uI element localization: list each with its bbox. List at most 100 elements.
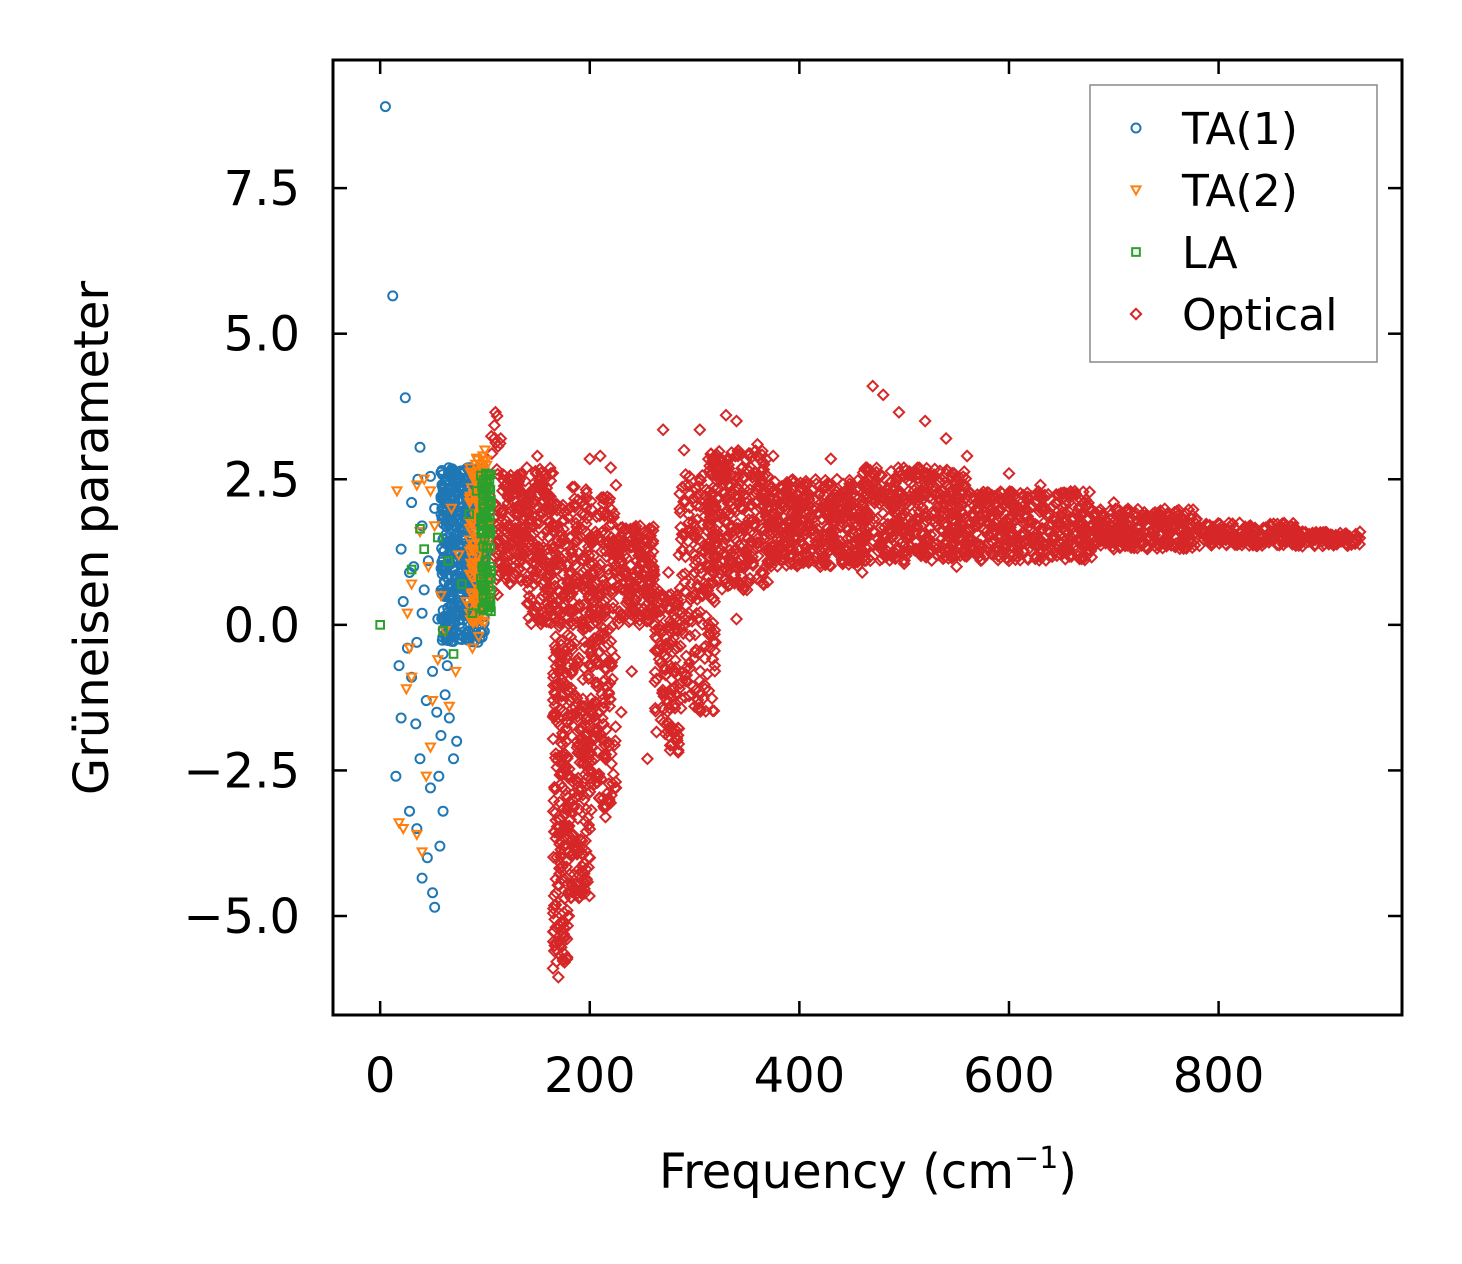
point-ta2 [472,631,485,644]
point-optical [891,542,905,556]
point-optical [588,752,602,766]
point-optical [591,609,605,623]
point-optical [565,639,579,653]
point-optical [883,475,897,490]
y-tick-label: 0.0 [224,598,300,654]
point-ta2 [424,742,437,754]
point-ta1 [410,718,422,730]
point-optical [593,449,607,463]
point-optical [556,930,571,945]
point-optical [562,884,576,898]
point-ta2 [410,829,424,842]
point-optical [584,803,598,817]
point-ta1 [433,770,445,782]
point-optical [1225,529,1239,543]
point-optical [570,734,584,749]
point-optical [573,890,587,904]
point-optical [843,552,858,566]
point-optical [824,452,838,466]
point-optical [717,545,731,559]
point-optical [1080,544,1094,558]
point-optical [742,512,756,527]
point-optical [590,679,604,693]
point-optical [490,409,504,423]
point-optical [715,582,729,596]
point-ta1 [445,606,457,618]
point-optical [564,708,578,722]
point-optical [598,810,613,824]
point-optical [787,474,802,489]
point-optical [583,659,597,673]
point-optical [752,540,766,554]
point-optical [919,538,933,552]
point-optical [1025,500,1039,514]
point-optical [1170,504,1184,518]
point-optical [569,707,583,721]
point-optical [679,649,693,663]
point-optical [532,540,546,554]
point-optical [764,539,779,553]
point-optical [903,524,917,538]
point-la [482,474,492,485]
point-ta2 [452,550,465,562]
x-tick-label: 0 [365,1048,396,1104]
point-optical [1054,548,1068,562]
point-optical [885,488,899,502]
point-optical [925,492,939,506]
point-ta2 [428,521,441,533]
point-optical [566,708,580,722]
point-optical [534,466,548,480]
point-optical [653,623,667,637]
point-optical [687,565,702,580]
point-optical [919,550,933,564]
point-ta1 [435,466,447,478]
point-optical [542,600,556,614]
point-optical [676,495,691,509]
point-optical [907,489,921,504]
point-optical [740,583,754,597]
point-optical [802,492,816,506]
point-optical [1295,539,1310,553]
point-ta1 [421,852,433,864]
point-optical [677,618,691,632]
point-optical [1191,519,1205,533]
point-optical [783,498,797,513]
point-ta1 [427,665,439,677]
point-optical [598,602,613,616]
point-optical [819,508,833,523]
point-optical [1145,526,1159,541]
point-optical [1051,515,1065,530]
point-optical [640,554,654,568]
point-optical [861,506,875,520]
point-optical [610,532,624,547]
point-optical [649,725,664,739]
point-optical [1169,537,1183,551]
point-optical [1064,548,1078,562]
point-optical [1101,531,1115,545]
point-optical [611,580,625,594]
point-optical [599,506,614,520]
point-optical [751,549,765,563]
point-optical [835,554,849,568]
point-ta2 [397,824,410,836]
point-optical [1228,538,1242,552]
point-optical [1250,539,1264,553]
point-ta2 [463,463,477,475]
point-optical [875,468,889,483]
point-optical [863,554,877,568]
x-tick-label: 400 [754,1048,846,1104]
point-optical [784,491,798,505]
point-optical [813,560,827,574]
point-optical [682,479,696,493]
legend-label-ta1: TA(1) [1181,104,1298,155]
y-tick-label: −2.5 [183,743,300,799]
point-optical [975,507,989,521]
point-optical [571,775,585,789]
point-optical [572,868,586,882]
point-optical [693,423,707,437]
point-optical [510,468,525,483]
point-optical [498,522,512,537]
point-optical [554,648,569,662]
x-axis-label: Frequency (cm−1) [659,1141,1077,1200]
point-optical [701,569,715,584]
